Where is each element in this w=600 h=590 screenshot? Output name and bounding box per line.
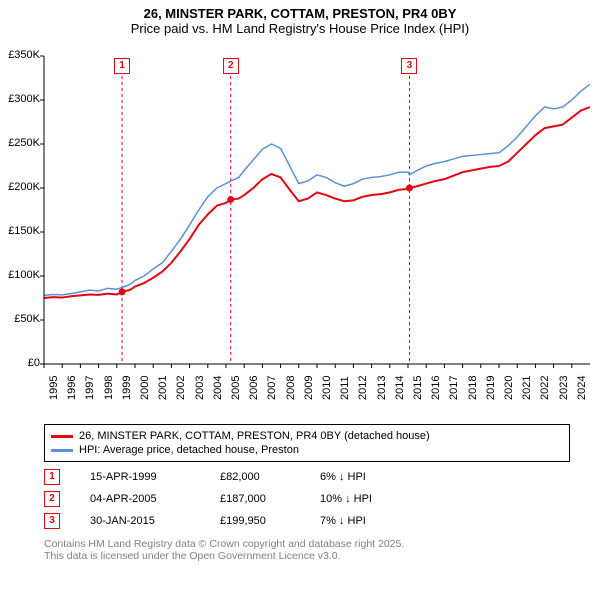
y-tick-label: £0 bbox=[0, 357, 40, 369]
event-pct: 10% ↓ HPI bbox=[320, 493, 440, 505]
x-tick-label: 2017 bbox=[448, 376, 460, 400]
event-date: 30-JAN-2015 bbox=[90, 515, 220, 527]
x-tick-label: 2004 bbox=[212, 376, 224, 400]
x-tick-label: 1997 bbox=[84, 376, 96, 400]
legend-swatch bbox=[51, 449, 73, 452]
legend: 26, MINSTER PARK, COTTAM, PRESTON, PR4 0… bbox=[44, 424, 570, 462]
x-tick-label: 2020 bbox=[503, 376, 515, 400]
chart-marker-box: 1 bbox=[114, 58, 130, 74]
x-tick-label: 2023 bbox=[558, 376, 570, 400]
x-tick-label: 2006 bbox=[248, 376, 260, 400]
x-tick-label: 1996 bbox=[66, 376, 78, 400]
event-row: 1 15-APR-1999 £82,000 6% ↓ HPI bbox=[44, 466, 570, 488]
x-tick-label: 2014 bbox=[394, 376, 406, 400]
x-tick-label: 2016 bbox=[430, 376, 442, 400]
x-tick-label: 2003 bbox=[194, 376, 206, 400]
event-row: 3 30-JAN-2015 £199,950 7% ↓ HPI bbox=[44, 510, 570, 532]
legend-swatch bbox=[51, 435, 73, 438]
chart-area: £0 £50K £100K £150K £200K £250K £300K £350K 1995… bbox=[0, 38, 600, 418]
x-tick-label: 2000 bbox=[139, 376, 151, 400]
x-tick-label: 2018 bbox=[467, 376, 479, 400]
x-tick-label: 2013 bbox=[376, 376, 388, 400]
event-marker-box: 3 bbox=[44, 513, 60, 529]
legend-label: 26, MINSTER PARK, COTTAM, PRESTON, PR4 0… bbox=[79, 430, 430, 442]
x-tick-label: 2012 bbox=[357, 376, 369, 400]
y-tick-label: £150K bbox=[0, 225, 40, 237]
event-price: £199,950 bbox=[220, 515, 320, 527]
x-tick-label: 2008 bbox=[285, 376, 297, 400]
title-block: 26, MINSTER PARK, COTTAM, PRESTON, PR4 0… bbox=[0, 0, 600, 38]
event-pct: 7% ↓ HPI bbox=[320, 515, 440, 527]
x-tick-label: 2024 bbox=[576, 376, 588, 400]
events-table: 1 15-APR-1999 £82,000 6% ↓ HPI 2 04-APR-… bbox=[44, 466, 570, 532]
x-tick-label: 2021 bbox=[521, 376, 533, 400]
event-date: 04-APR-2005 bbox=[90, 493, 220, 505]
x-tick-label: 2011 bbox=[339, 376, 351, 400]
event-price: £187,000 bbox=[220, 493, 320, 505]
chart-svg bbox=[0, 38, 600, 418]
y-tick-label: £50K bbox=[0, 313, 40, 325]
legend-label: HPI: Average price, detached house, Pres… bbox=[79, 444, 299, 456]
title-line2: Price paid vs. HM Land Registry's House … bbox=[4, 21, 596, 36]
y-tick-label: £100K bbox=[0, 269, 40, 281]
chart-marker-box: 2 bbox=[223, 58, 239, 74]
event-price: £82,000 bbox=[220, 471, 320, 483]
x-tick-label: 2015 bbox=[412, 376, 424, 400]
x-tick-label: 2005 bbox=[230, 376, 242, 400]
chart-container: 26, MINSTER PARK, COTTAM, PRESTON, PR4 0… bbox=[0, 0, 600, 562]
x-tick-label: 2007 bbox=[266, 376, 278, 400]
x-tick-label: 1995 bbox=[48, 376, 60, 400]
legend-item: HPI: Average price, detached house, Pres… bbox=[51, 443, 563, 457]
x-tick-label: 2002 bbox=[175, 376, 187, 400]
attribution-line: This data is licensed under the Open Gov… bbox=[44, 550, 570, 562]
event-marker-box: 1 bbox=[44, 469, 60, 485]
x-tick-label: 1999 bbox=[121, 376, 133, 400]
attribution-line: Contains HM Land Registry data © Crown c… bbox=[44, 538, 570, 550]
x-tick-label: 2022 bbox=[539, 376, 551, 400]
y-tick-label: £300K bbox=[0, 93, 40, 105]
title-line1: 26, MINSTER PARK, COTTAM, PRESTON, PR4 0… bbox=[4, 6, 596, 21]
x-tick-label: 2010 bbox=[321, 376, 333, 400]
event-date: 15-APR-1999 bbox=[90, 471, 220, 483]
x-tick-label: 2009 bbox=[303, 376, 315, 400]
attribution: Contains HM Land Registry data © Crown c… bbox=[44, 538, 570, 562]
event-row: 2 04-APR-2005 £187,000 10% ↓ HPI bbox=[44, 488, 570, 510]
legend-item: 26, MINSTER PARK, COTTAM, PRESTON, PR4 0… bbox=[51, 429, 563, 443]
x-tick-label: 2001 bbox=[157, 376, 169, 400]
event-marker-box: 2 bbox=[44, 491, 60, 507]
y-tick-label: £250K bbox=[0, 137, 40, 149]
y-tick-label: £350K bbox=[0, 49, 40, 61]
x-tick-label: 2019 bbox=[485, 376, 497, 400]
x-tick-label: 1998 bbox=[103, 376, 115, 400]
chart-marker-box: 3 bbox=[401, 58, 417, 74]
event-pct: 6% ↓ HPI bbox=[320, 471, 440, 483]
y-tick-label: £200K bbox=[0, 181, 40, 193]
